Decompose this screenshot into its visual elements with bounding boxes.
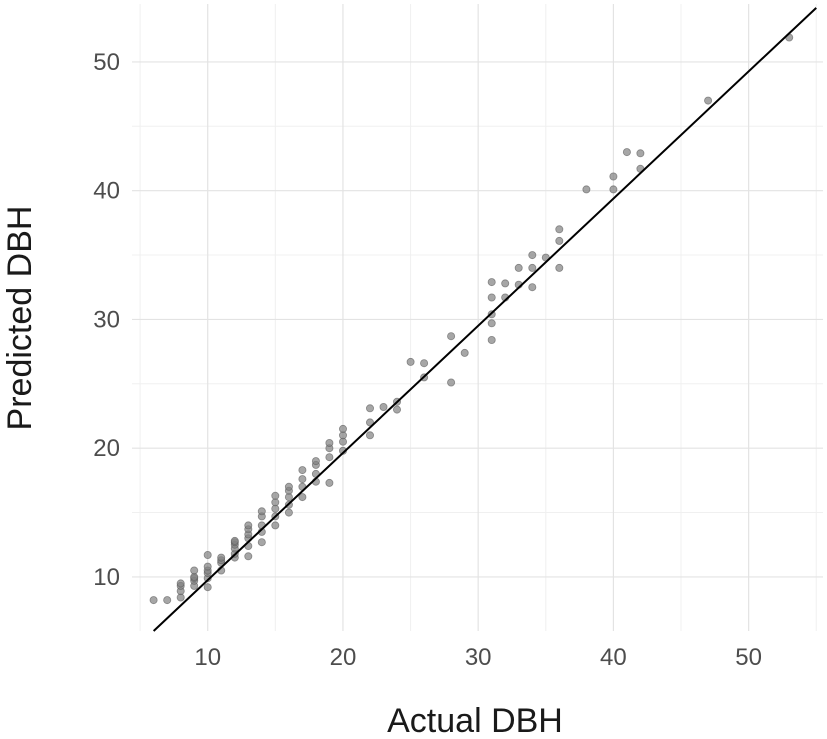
data-point bbox=[501, 279, 510, 288]
data-point bbox=[298, 475, 307, 484]
data-point bbox=[555, 236, 564, 245]
data-point bbox=[149, 596, 158, 605]
data-point bbox=[325, 438, 334, 447]
y-tick-label: 40 bbox=[93, 178, 120, 205]
data-point bbox=[555, 225, 564, 234]
x-tick-label: 20 bbox=[330, 644, 357, 671]
y-tick-label: 20 bbox=[93, 435, 120, 462]
data-point bbox=[284, 508, 293, 517]
data-point bbox=[609, 172, 618, 181]
data-point bbox=[447, 378, 456, 387]
y-tick-label: 10 bbox=[93, 564, 120, 591]
data-point bbox=[311, 457, 320, 466]
data-point bbox=[257, 538, 266, 547]
data-point bbox=[392, 405, 401, 414]
y-tick-label: 50 bbox=[93, 49, 120, 76]
data-point bbox=[636, 149, 645, 158]
data-point bbox=[217, 553, 226, 562]
data-point bbox=[704, 96, 713, 105]
data-point bbox=[244, 552, 253, 561]
y-tick-labels: 10 20 30 40 50 bbox=[93, 49, 120, 591]
data-point bbox=[379, 402, 388, 411]
data-point bbox=[365, 418, 374, 427]
data-point bbox=[487, 293, 496, 302]
data-point bbox=[487, 278, 496, 287]
data-point bbox=[203, 551, 212, 560]
x-tick-labels: 10 20 30 40 50 bbox=[194, 644, 762, 671]
data-point bbox=[555, 263, 564, 272]
data-point bbox=[298, 466, 307, 475]
data-point bbox=[487, 335, 496, 344]
data-point bbox=[325, 478, 334, 487]
grid bbox=[132, 4, 823, 631]
data-point bbox=[447, 332, 456, 341]
data-point bbox=[284, 482, 293, 491]
data-point bbox=[487, 319, 496, 328]
data-point bbox=[528, 251, 537, 260]
data-point bbox=[528, 283, 537, 292]
data-point bbox=[420, 359, 429, 368]
x-tick-label: 40 bbox=[600, 644, 627, 671]
data-point bbox=[514, 263, 523, 272]
data-point bbox=[460, 348, 469, 357]
data-point bbox=[190, 566, 199, 575]
data-point bbox=[622, 148, 631, 157]
y-tick-label: 30 bbox=[93, 306, 120, 333]
data-point bbox=[365, 431, 374, 440]
data-point bbox=[298, 493, 307, 502]
data-point bbox=[203, 583, 212, 592]
data-point bbox=[528, 263, 537, 272]
data-point bbox=[406, 357, 415, 366]
data-point bbox=[271, 491, 280, 500]
data-point bbox=[271, 521, 280, 530]
x-tick-label: 50 bbox=[735, 644, 762, 671]
fit-line-group bbox=[152, 7, 817, 632]
data-point bbox=[230, 536, 239, 545]
data-point bbox=[257, 507, 266, 516]
data-point bbox=[338, 424, 347, 433]
x-axis-title: Actual DBH bbox=[387, 702, 563, 739]
data-point bbox=[163, 596, 172, 605]
data-point bbox=[203, 562, 212, 571]
data-point bbox=[365, 404, 374, 413]
fit-line bbox=[152, 7, 817, 632]
data-point bbox=[325, 453, 334, 462]
data-point bbox=[176, 579, 185, 588]
data-point bbox=[244, 521, 253, 530]
x-tick-label: 30 bbox=[465, 644, 492, 671]
y-axis-title: Predicted DBH bbox=[1, 206, 39, 431]
data-point bbox=[582, 185, 591, 194]
data-point bbox=[609, 185, 618, 194]
x-tick-label: 10 bbox=[194, 644, 221, 671]
